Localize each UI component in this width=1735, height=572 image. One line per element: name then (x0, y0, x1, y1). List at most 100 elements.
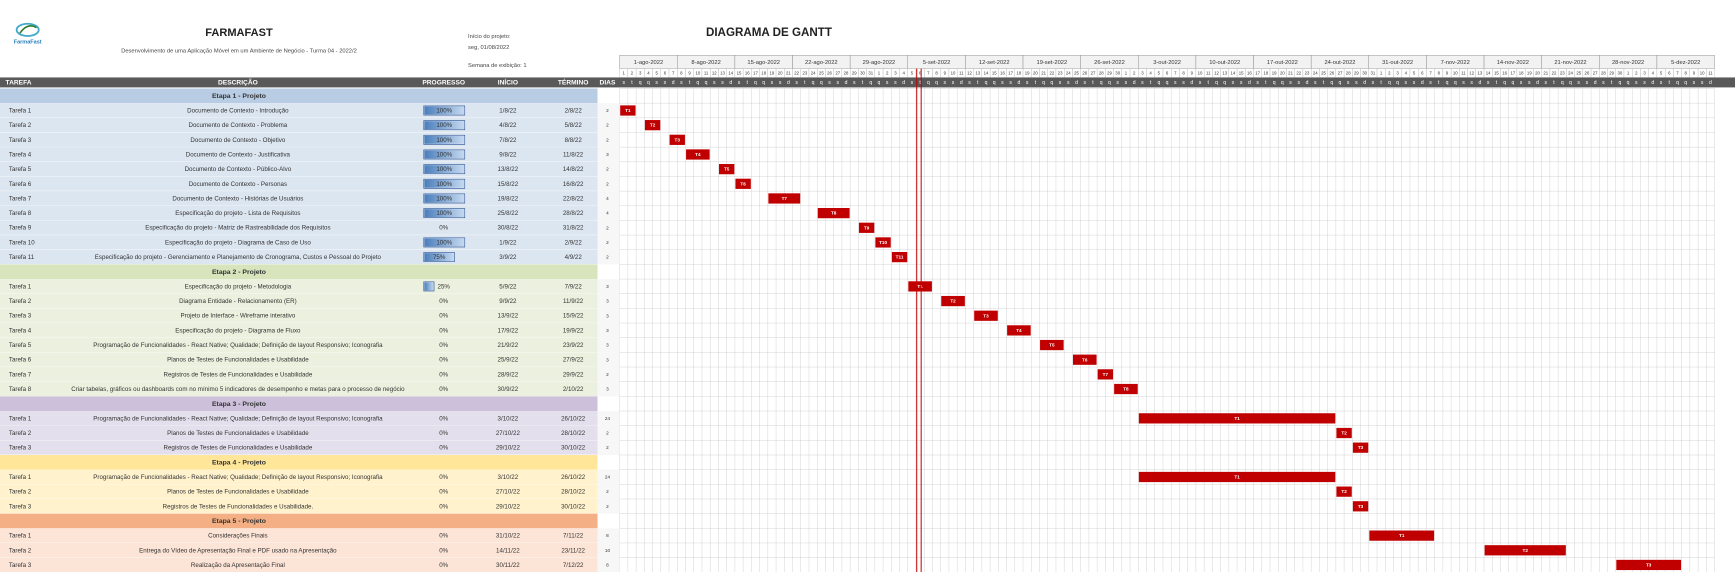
gantt-bar-label: T9 (864, 225, 870, 230)
day-letter: q (993, 80, 996, 86)
start-date: 13/8/22 (498, 166, 519, 173)
progress-label: 0% (439, 371, 448, 378)
start-date: 9/8/22 (499, 151, 517, 158)
start-label: Início do projeto: (468, 34, 511, 40)
day-letter: q (1281, 80, 1284, 86)
day-number: 15 (737, 70, 742, 75)
task-id: Tarefa 3 (9, 562, 32, 569)
day-letter: s (1067, 80, 1070, 86)
day-number: 8 (1685, 70, 1688, 75)
day-number: 20 (1535, 70, 1540, 75)
days-count: 8 (606, 562, 609, 567)
day-number: 14 (728, 70, 733, 75)
end-date: 4/9/22 (565, 254, 583, 261)
stage-title: Etapa 1 - Projeto (212, 93, 266, 100)
day-letter: d (729, 80, 732, 86)
task-row (0, 293, 598, 309)
gantt-bar-label: T5 (724, 167, 730, 172)
day-letter: s (721, 80, 724, 86)
day-letter: s (1314, 80, 1317, 86)
start-date: 30/8/22 (498, 225, 519, 232)
day-letter: s (911, 80, 914, 86)
task-description: Documento de Contexto - Personas (189, 181, 287, 188)
task-description: Registros de Testes de Funcionalidades e… (163, 371, 312, 378)
end-date: 8/8/22 (565, 137, 583, 144)
day-letter: d (845, 80, 848, 86)
gantt-bar (1352, 442, 1369, 453)
day-number: 19 (1527, 70, 1532, 75)
day-number: 24 (1313, 70, 1318, 75)
day-letter: q (762, 80, 765, 86)
task-row (0, 542, 598, 558)
task-description: Planos de Testes de Funcionalidades e Us… (167, 430, 309, 437)
day-number: 21 (786, 70, 791, 75)
days-cell (597, 147, 620, 162)
progress-label: 100% (436, 107, 452, 114)
day-number: 18 (1263, 70, 1268, 75)
task-description: Documento de Contexto - Justificativa (186, 151, 291, 158)
day-letter: s (1256, 80, 1259, 86)
end-date: 19/9/22 (563, 327, 584, 334)
days-count: 3 (606, 313, 609, 318)
task-id: Tarefa 2 (9, 298, 32, 305)
day-number: 7 (1429, 70, 1432, 75)
progress-label: 100% (436, 122, 452, 129)
day-letter: q (1569, 80, 1572, 86)
gantt-bar-label: T2 (1341, 431, 1347, 436)
days-count: 2 (606, 108, 609, 113)
end-date: 2/9/22 (565, 239, 583, 246)
day-letter: s (1520, 80, 1523, 86)
week-label: 7-nov-2022 (1441, 60, 1470, 66)
task-id: Tarefa 10 (9, 239, 35, 246)
day-number: 14 (1486, 70, 1491, 75)
day-letter: d (1363, 80, 1366, 86)
start-date: 29/10/22 (496, 503, 521, 510)
days-cell (597, 411, 620, 426)
start-date: 17/9/22 (498, 327, 519, 334)
progress-label: 100% (436, 210, 452, 217)
day-number: 17 (1510, 70, 1515, 75)
week-label: 24-out-2022 (1324, 60, 1355, 66)
day-number: 6 (919, 70, 922, 75)
day-letter: s (1141, 80, 1144, 86)
column-header: DESCRIÇÃO (218, 78, 258, 87)
gantt-bar (1040, 339, 1064, 351)
progress-label: 0% (439, 342, 448, 349)
day-number: 24 (811, 70, 816, 75)
start-date: 13/9/22 (498, 313, 519, 320)
end-date: 14/8/22 (563, 166, 584, 173)
day-number: 9 (1693, 70, 1696, 75)
gantt-bar-label: T6 (740, 181, 746, 186)
gantt-bar (686, 149, 710, 160)
gantt-bar (1369, 530, 1435, 541)
start-date: 1/8/22 (499, 107, 517, 114)
day-letter: s (622, 80, 625, 86)
days-cell (597, 367, 620, 382)
week-label: 29-ago-2022 (863, 60, 896, 66)
day-letter: d (1018, 80, 1021, 86)
day-letter: s (1701, 80, 1704, 86)
start-date: 3/9/22 (499, 254, 517, 261)
day-letter: d (1651, 80, 1654, 86)
day-number: 10 (951, 70, 956, 75)
day-letter: s (1125, 80, 1128, 86)
end-date: 26/10/22 (561, 474, 586, 481)
day-letter: s (680, 80, 683, 86)
day-letter: q (878, 80, 881, 86)
task-description: Planos de Testes de Funcionalidades e Us… (167, 357, 309, 364)
day-letter: s (1232, 80, 1235, 86)
logo-text: FarmaFast (14, 39, 42, 45)
day-letter: s (1355, 80, 1358, 86)
day-letter: s (1429, 80, 1432, 86)
day-number: 29 (1107, 70, 1112, 75)
week-label: 5-set-2022 (923, 60, 951, 66)
end-date: 16/8/22 (563, 181, 584, 188)
gantt-bar-label: T1 (1234, 416, 1240, 421)
days-count: 2 (606, 123, 609, 128)
days-cell (597, 425, 620, 441)
days-cell (597, 381, 620, 397)
end-date: 11/8/22 (563, 151, 584, 158)
day-letter: q (935, 80, 938, 86)
day-letter: s (894, 80, 897, 86)
gantt-title: DIAGRAMA DE GANTT (706, 26, 832, 39)
